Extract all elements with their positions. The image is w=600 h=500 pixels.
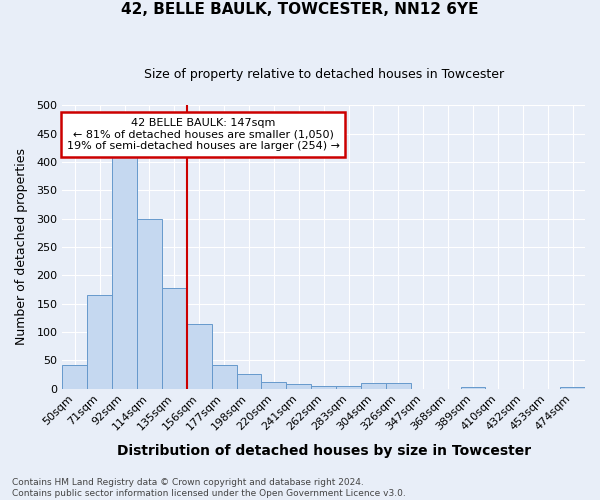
Bar xyxy=(236,374,262,388)
Text: 42 BELLE BAULK: 147sqm
← 81% of detached houses are smaller (1,050)
19% of semi-: 42 BELLE BAULK: 147sqm ← 81% of detached… xyxy=(67,118,340,151)
Bar xyxy=(212,365,236,388)
Bar xyxy=(262,382,286,388)
Bar xyxy=(286,384,311,388)
Bar xyxy=(311,386,336,388)
Bar xyxy=(336,386,361,388)
Bar xyxy=(162,288,187,388)
Y-axis label: Number of detached properties: Number of detached properties xyxy=(15,148,28,346)
X-axis label: Distribution of detached houses by size in Towcester: Distribution of detached houses by size … xyxy=(116,444,531,458)
Text: Contains HM Land Registry data © Crown copyright and database right 2024.
Contai: Contains HM Land Registry data © Crown c… xyxy=(12,478,406,498)
Bar xyxy=(187,324,212,388)
Text: 42, BELLE BAULK, TOWCESTER, NN12 6YE: 42, BELLE BAULK, TOWCESTER, NN12 6YE xyxy=(121,2,479,18)
Bar xyxy=(361,383,386,388)
Bar xyxy=(560,387,585,388)
Bar xyxy=(112,154,137,388)
Bar xyxy=(62,365,87,388)
Bar xyxy=(87,294,112,388)
Bar xyxy=(137,218,162,388)
Bar xyxy=(386,383,411,388)
Title: Size of property relative to detached houses in Towcester: Size of property relative to detached ho… xyxy=(143,68,504,80)
Bar xyxy=(461,387,485,388)
